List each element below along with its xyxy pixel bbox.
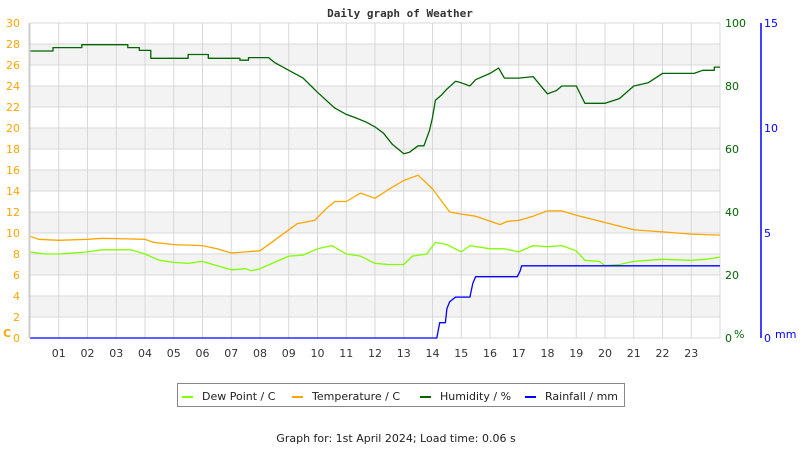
temp-tick-label: 2 [13, 311, 20, 324]
temp-tick-label: 20 [6, 122, 20, 135]
x-tick-label: 08 [253, 347, 267, 360]
chart-title: Daily graph of Weather [327, 7, 473, 20]
x-tick-label: 23 [684, 347, 698, 360]
grid-lines [30, 22, 721, 339]
temp-tick-label: 22 [6, 101, 20, 114]
temp-tick-label: 30 [6, 17, 20, 30]
legend-swatch-humidity [420, 396, 431, 398]
x-tick-label: 18 [541, 347, 555, 360]
x-tick-label: 03 [109, 347, 123, 360]
x-tick-label: 02 [81, 347, 95, 360]
x-tick-label: 04 [138, 347, 152, 360]
legend-swatch-dew-point [182, 396, 193, 398]
legend-swatch-rainfall [525, 396, 536, 398]
x-tick-label: 13 [397, 347, 411, 360]
temp-tick-label: 8 [13, 248, 20, 261]
legend-label-dew-point: Dew Point / C [202, 390, 276, 403]
x-tick-label: 19 [569, 347, 583, 360]
legend-label-rainfall: Rainfall / mm [545, 390, 618, 403]
series-group [29, 44, 721, 339]
x-tick-label: 16 [483, 347, 497, 360]
x-tick-label: 12 [368, 347, 382, 360]
x-tick-label: 22 [656, 347, 670, 360]
humidity-tick-label: 0 [725, 332, 732, 345]
legend-label-temperature: Temperature / C [311, 390, 400, 403]
rain-tick-label: 5 [764, 227, 771, 240]
x-tick-label: 06 [196, 347, 210, 360]
temp-tick-label: 6 [13, 269, 20, 282]
x-tick-label: 15 [454, 347, 468, 360]
rain-tick-label: 15 [764, 17, 778, 30]
series-line-humidity [30, 44, 720, 155]
x-tick-label: 07 [224, 347, 238, 360]
temp-tick-label: 28 [6, 38, 20, 51]
footer-text: Graph for: 1st April 2024; Load time: 0.… [276, 432, 516, 445]
legend-swatch-temperature [292, 396, 303, 398]
rain-tick-label: 10 [764, 122, 778, 135]
humidity-tick-label: 20 [725, 269, 739, 282]
temp-tick-label: 10 [6, 227, 20, 240]
temp-tick-label: 0 [13, 332, 20, 345]
temp-tick-label: 16 [6, 164, 20, 177]
rain-axis-label: mm [775, 328, 796, 341]
humidity-tick-label: 60 [725, 143, 739, 156]
humidity-axis-label: % [734, 328, 744, 341]
legend: Dew Point / C Temperature / C Humidity /… [177, 383, 625, 407]
temp-tick-label: 14 [6, 185, 20, 198]
legend-box [177, 383, 625, 407]
rain-tick-label: 0 [764, 332, 771, 345]
x-tick-label: 05 [167, 347, 181, 360]
x-tick-label: 09 [282, 347, 296, 360]
series-line-temperature [29, 174, 721, 254]
x-tick-label: 14 [426, 347, 440, 360]
temp-tick-label: 4 [13, 290, 20, 303]
x-tick-label: 21 [627, 347, 641, 360]
legend-label-humidity: Humidity / % [440, 390, 511, 403]
temp-tick-label: 26 [6, 59, 20, 72]
temp-axis-label: C [3, 327, 11, 340]
series-line-rainfall [30, 265, 720, 339]
x-tick-label: 20 [598, 347, 612, 360]
series-line-dew-point [29, 241, 721, 272]
humidity-tick-label: 40 [725, 206, 739, 219]
x-tick-label: 17 [512, 347, 526, 360]
temp-tick-label: 24 [6, 80, 20, 93]
temp-tick-label: 12 [6, 206, 20, 219]
humidity-tick-label: 80 [725, 80, 739, 93]
x-tick-label: 01 [52, 347, 66, 360]
x-tick-label: 10 [311, 347, 325, 360]
temp-tick-label: 18 [6, 143, 20, 156]
humidity-tick-label: 100 [725, 17, 746, 30]
x-tick-label: 11 [339, 347, 353, 360]
